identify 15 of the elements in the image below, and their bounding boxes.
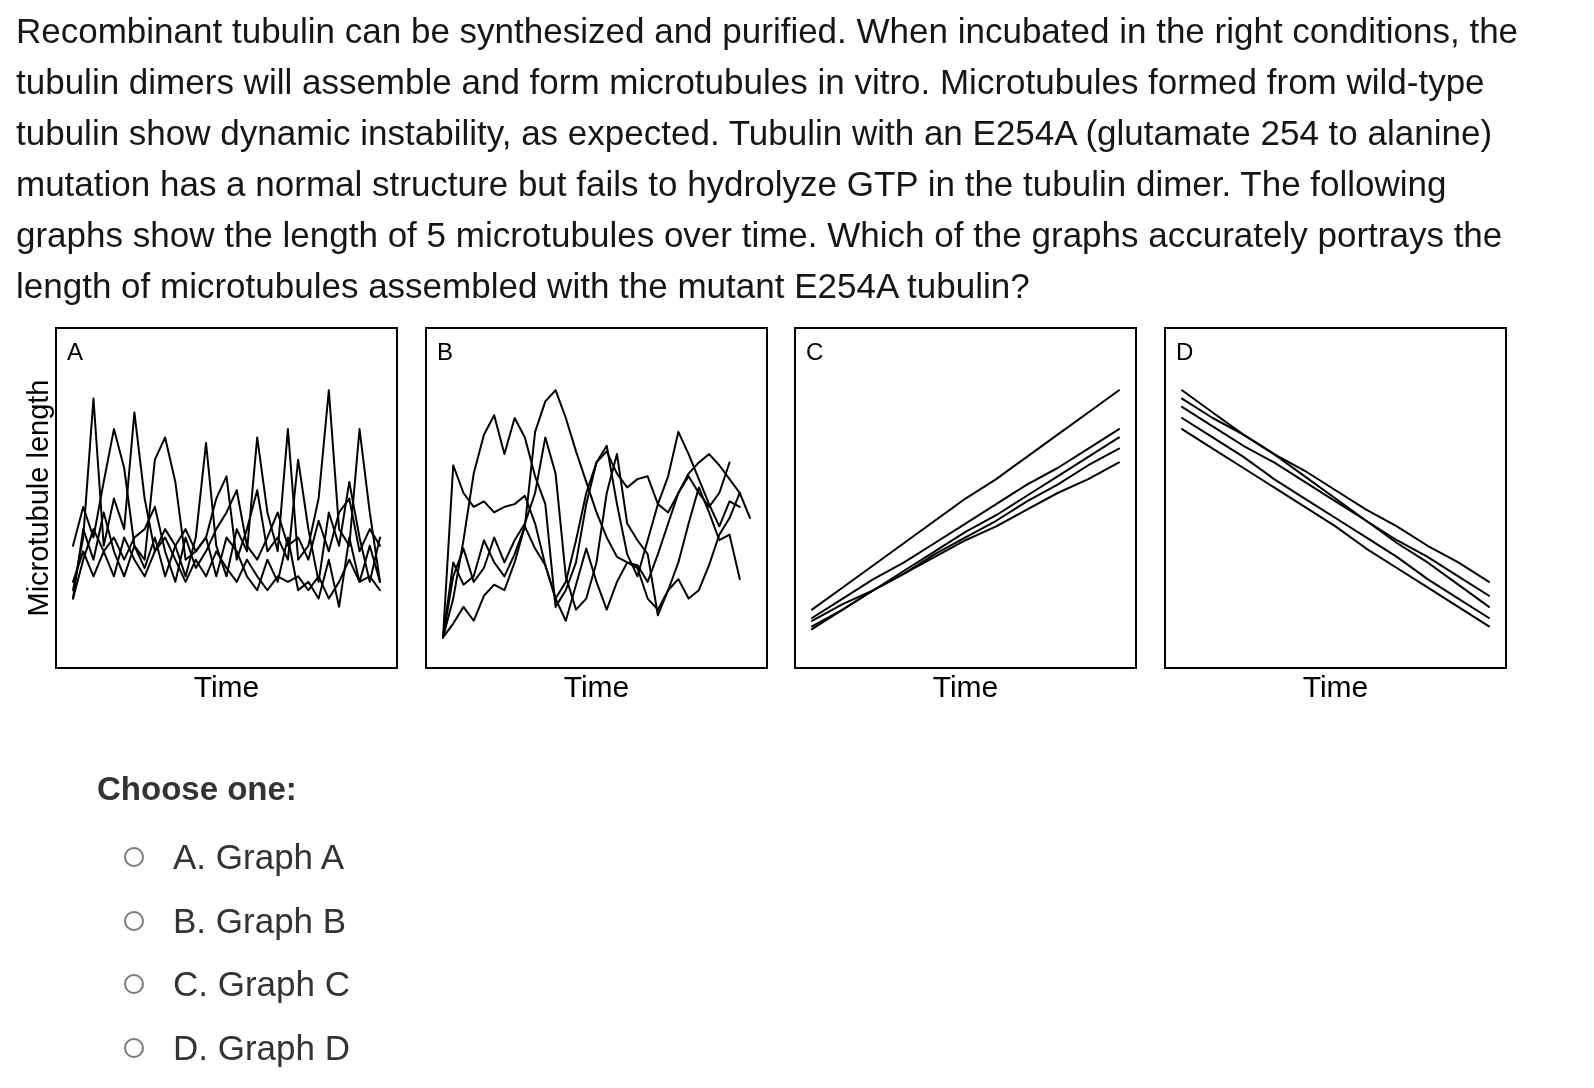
chart-title: B <box>437 337 454 365</box>
text: D. Graph D <box>173 1027 350 1068</box>
x-axis-title: Time <box>1302 670 1369 704</box>
x-axis-title: Time <box>563 670 630 704</box>
chart-title: A <box>67 337 84 365</box>
text: Choose one: <box>97 769 297 809</box>
y-axis-title: Microtubule length <box>22 379 55 617</box>
text: B. Graph B <box>173 900 347 941</box>
chart-title: D <box>1176 337 1194 365</box>
chart-title: C <box>806 337 824 365</box>
text: A. Graph A <box>173 837 345 877</box>
x-axis-title: Time <box>932 670 999 704</box>
x-axis-title: Time <box>193 670 260 704</box>
text: C. Graph C <box>173 964 350 1004</box>
text: Recombinant tubulin can be synthesized and purified. When incubated in the right conditions, the tubulin dimers will assemble and form microtubules in vitro. Microtubules formed from wild-type tubulin show dynamic instability, as expected. Tubulin with an E254A (glutamate 254 to alanine) mutation has a normal structure but fails to hydrolyze GTP in the tubulin dimer. The following graphs show the length of 5 microtubules over time. Which of the graphs accurately portrays the length of microtubules assembled with the mutant E254A tubulin? <box>16 10 1520 307</box>
